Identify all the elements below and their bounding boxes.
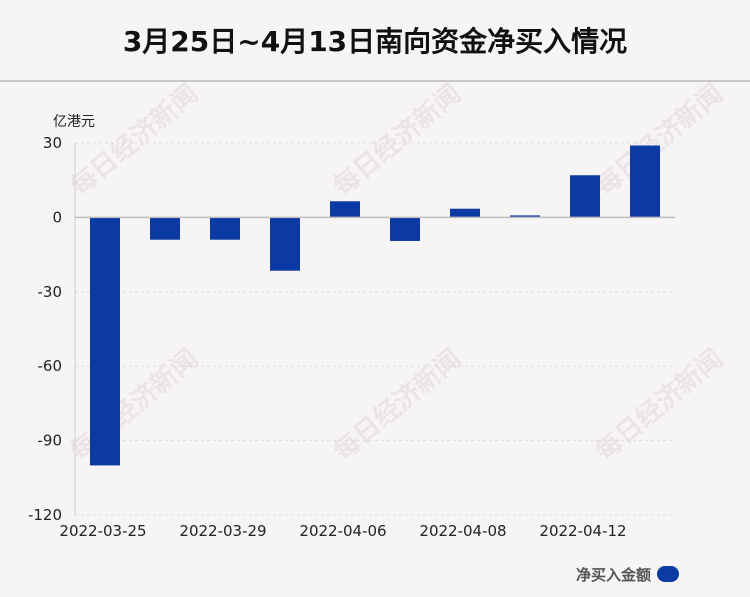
bar xyxy=(270,217,300,271)
y-tick-label: -30 xyxy=(38,283,63,301)
y-tick-label: -60 xyxy=(38,357,63,375)
bar xyxy=(510,215,540,218)
bar xyxy=(90,217,120,466)
legend[interactable]: 净买入金额 xyxy=(576,564,680,584)
y-tick-label: 0 xyxy=(52,208,62,226)
y-tick-label: -90 xyxy=(38,432,63,450)
y-tick-label: -120 xyxy=(28,506,62,524)
x-tick-label: 2022-04-06 xyxy=(299,522,386,540)
legend-swatch xyxy=(657,566,680,582)
bar xyxy=(630,145,660,218)
x-tick-label: 2022-03-25 xyxy=(59,522,146,540)
x-tick-label: 2022-04-08 xyxy=(419,522,506,540)
bar xyxy=(210,217,240,240)
bar xyxy=(570,175,600,218)
bar xyxy=(330,201,360,218)
chart-title: 3月25日~4月13日南向资金净买入情况 xyxy=(122,25,628,58)
bar xyxy=(150,217,180,240)
legend-label: 净买入金额 xyxy=(576,565,652,584)
x-tick-label: 2022-03-29 xyxy=(179,522,266,540)
bar xyxy=(450,208,480,218)
title-divider xyxy=(0,80,750,82)
x-tick-label: 2022-04-12 xyxy=(539,522,626,540)
y-tick-label: 30 xyxy=(43,134,62,152)
y-axis-label: 亿港元 xyxy=(53,114,95,130)
bar xyxy=(390,217,420,241)
